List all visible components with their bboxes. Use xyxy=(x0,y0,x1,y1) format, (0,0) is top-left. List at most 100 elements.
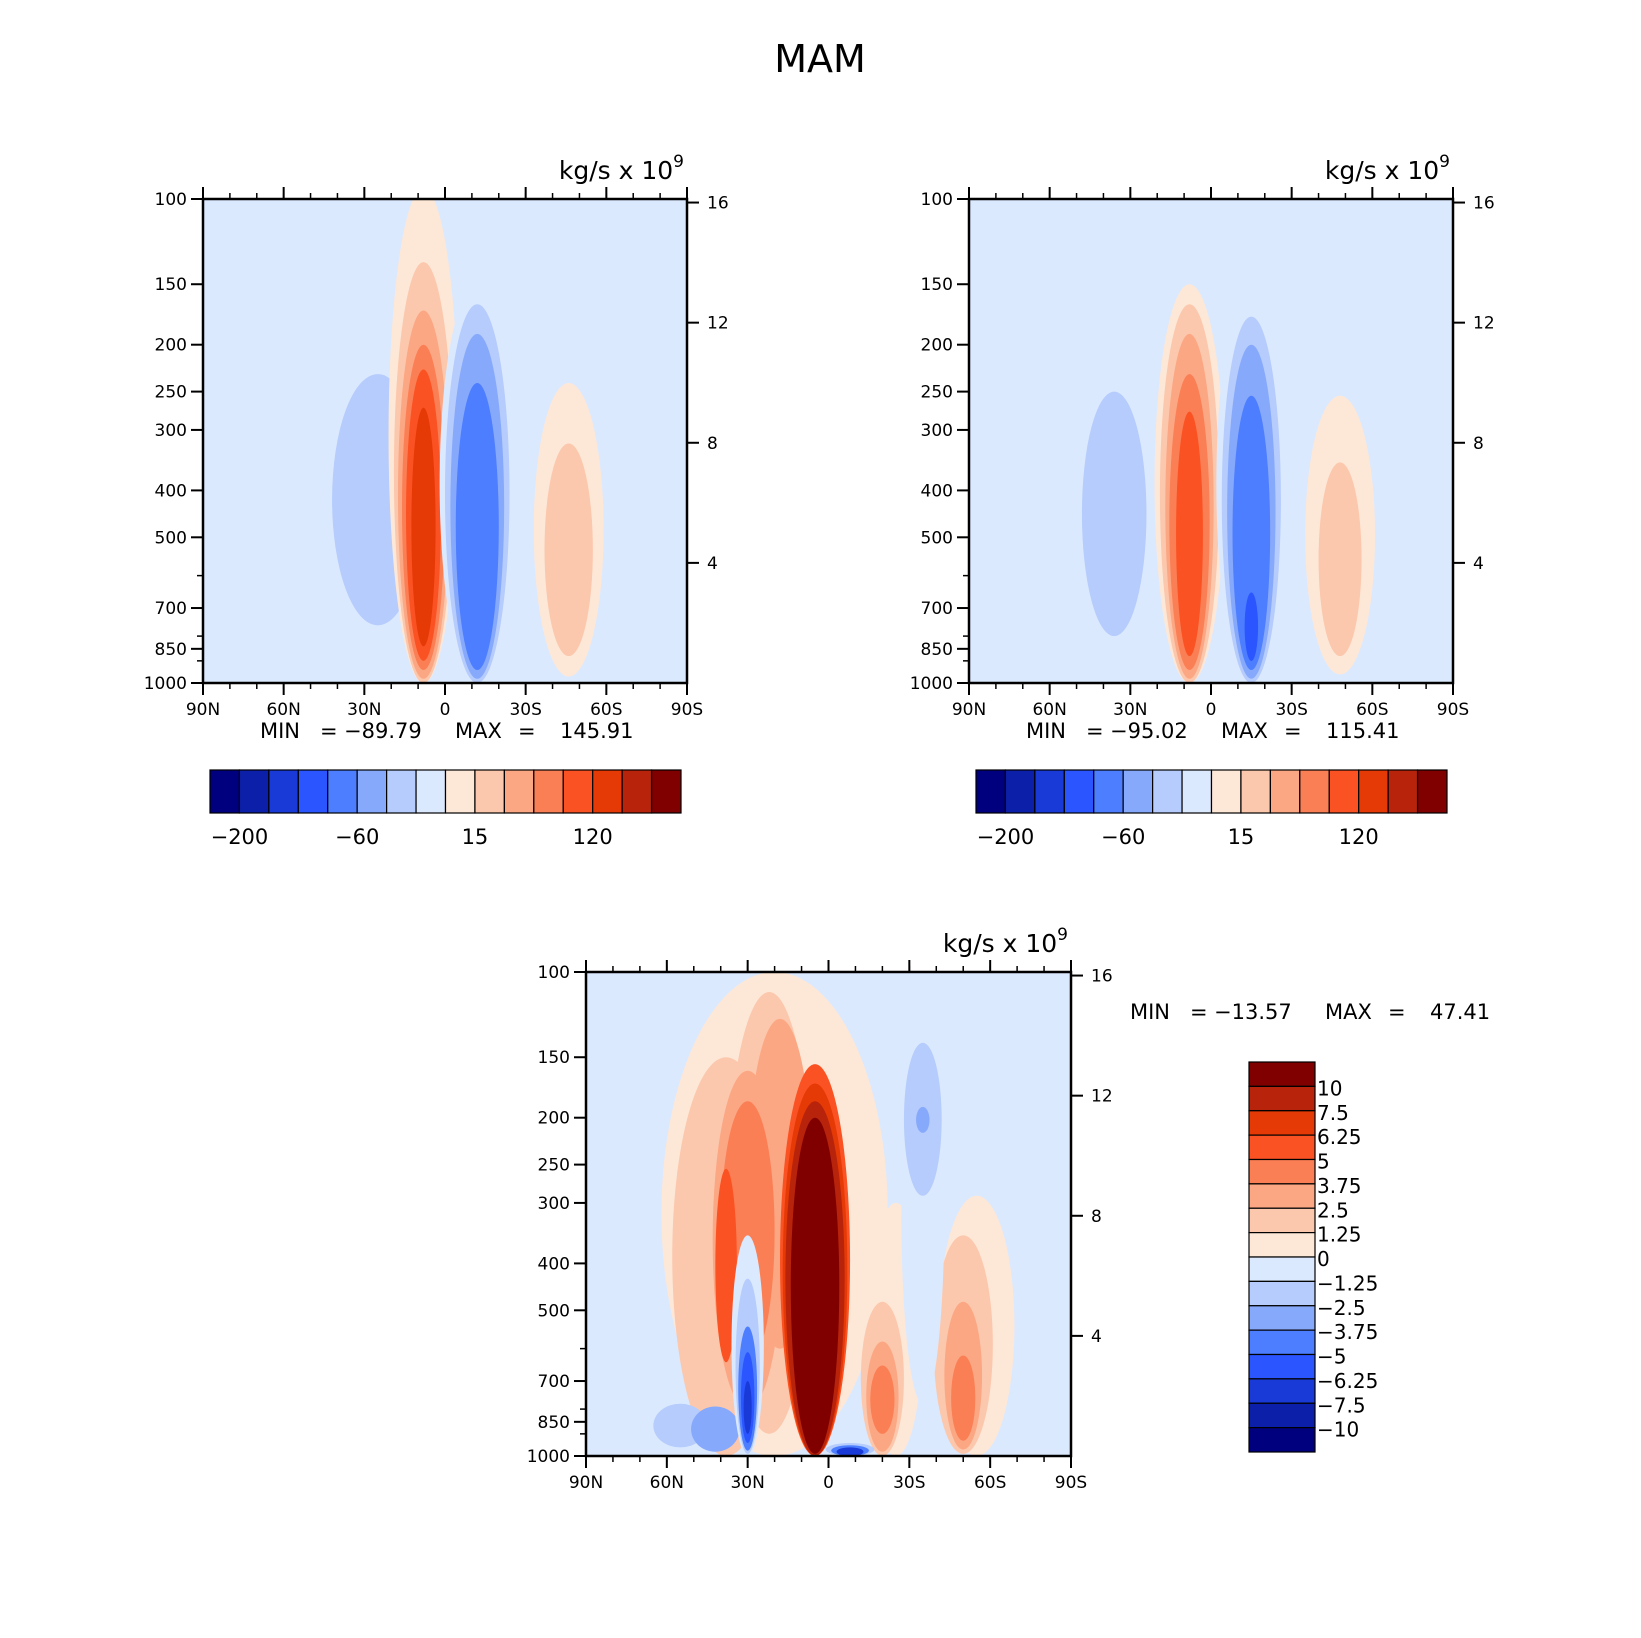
panel-right: kg/s x 109 90N 60N 30N 0 30S 60S 90S 100 150 200 25… xyxy=(910,152,1495,849)
colorbar: 107.56.2553.752.51.250−1.25−2.5−3.75−5−6… xyxy=(1248,1061,1378,1453)
y-right-tick-label: 12 xyxy=(1473,314,1495,334)
y-tick-label: 1000 xyxy=(527,1447,570,1467)
colorbar-label: −2.5 xyxy=(1317,1296,1366,1320)
y-tick-label: 250 xyxy=(155,383,187,403)
colorbar-box xyxy=(1034,769,1065,814)
x-tick-label: 60S xyxy=(590,700,622,720)
y-tick-label: 500 xyxy=(538,1301,570,1321)
contour-region xyxy=(1318,462,1362,657)
min-equals: = xyxy=(1086,719,1104,743)
colorbar-label: −200 xyxy=(211,825,269,849)
y-tick-label: 100 xyxy=(538,963,570,983)
x-tick-label: 0 xyxy=(440,700,451,720)
y-tick-label: 200 xyxy=(921,336,953,356)
colorbar-box xyxy=(1248,1061,1316,1087)
y-tick-label: 150 xyxy=(921,275,953,295)
y-tick-label: 400 xyxy=(921,481,953,501)
x-tick-label: 90S xyxy=(1055,1473,1087,1493)
contour-region xyxy=(411,407,436,647)
x-tick-label: 30N xyxy=(730,1473,764,1493)
units-base: kg/s x 10 xyxy=(1325,156,1439,185)
units-base: kg/s x 10 xyxy=(559,156,673,185)
x-tick-label: 60N xyxy=(1032,700,1066,720)
y-tick-label: 100 xyxy=(155,190,187,210)
colorbar-box xyxy=(1248,1183,1316,1209)
y-tick-label: 250 xyxy=(921,383,953,403)
x-tick-label: 60N xyxy=(650,1473,684,1493)
y-right-tick-label: 4 xyxy=(1091,1327,1102,1347)
colorbar: −200 −60 15 120 xyxy=(209,769,682,849)
contour-region xyxy=(544,443,593,657)
contour-region xyxy=(1361,199,1453,683)
min-label: MIN xyxy=(1026,719,1066,743)
colorbar-box xyxy=(1248,1110,1316,1136)
colorbar-box xyxy=(1122,769,1154,814)
contour-region xyxy=(1232,395,1271,670)
min-equals: = xyxy=(320,719,338,743)
contour-region xyxy=(870,1365,895,1434)
min-value: −95.02 xyxy=(1110,719,1188,743)
colorbar-box xyxy=(1248,1134,1316,1161)
x-tick-label: 90N xyxy=(569,1473,603,1493)
colorbar-label: 5 xyxy=(1317,1150,1330,1174)
y-tick-label: 400 xyxy=(538,1254,570,1274)
units-exponent: 9 xyxy=(1439,152,1450,172)
units-label: kg/s x 109 xyxy=(943,925,1068,958)
colorbar-box xyxy=(1248,1427,1316,1453)
colorbar-box xyxy=(1358,769,1389,814)
y-tick-label: 850 xyxy=(538,1413,570,1433)
min-value: −13.57 xyxy=(1214,1000,1292,1024)
contour-region xyxy=(790,1117,840,1454)
y-tick-label: 300 xyxy=(921,421,953,441)
units-base: kg/s x 10 xyxy=(943,929,1057,958)
y-right-tick-label: 4 xyxy=(707,554,718,574)
x-tick-label: 30N xyxy=(347,700,381,720)
colorbar-box xyxy=(533,769,564,814)
colorbar-box xyxy=(1387,769,1419,814)
colorbar-box xyxy=(1004,769,1036,814)
colorbar-label: −200 xyxy=(977,825,1035,849)
colorbar-label: 3.75 xyxy=(1317,1174,1362,1198)
contour-region xyxy=(1176,411,1203,657)
max-equals: = xyxy=(518,719,536,743)
colorbar-box xyxy=(297,769,329,814)
figure-title: MAM xyxy=(774,37,866,81)
y-tick-label: 700 xyxy=(155,599,187,619)
x-tick-label: 30S xyxy=(1275,700,1307,720)
min-equals: = xyxy=(1190,1000,1208,1024)
y-right-tick-label: 8 xyxy=(707,434,718,454)
colorbar-label: 120 xyxy=(573,825,613,849)
colorbar-label: 120 xyxy=(1339,825,1379,849)
colorbar-box xyxy=(975,769,1007,814)
contour-region xyxy=(203,304,376,683)
colorbar-box xyxy=(562,769,594,814)
y-tick-label: 400 xyxy=(155,481,187,501)
y-tick-label: 700 xyxy=(538,1372,570,1392)
colorbar-label: −10 xyxy=(1317,1418,1359,1442)
colorbar-label: 1.25 xyxy=(1317,1223,1362,1247)
colorbar-box xyxy=(1269,769,1301,814)
y-tick-label: 700 xyxy=(921,599,953,619)
y-right-tick-label: 8 xyxy=(1473,434,1484,454)
contour-region xyxy=(743,1381,752,1434)
y-right-tick-label: 16 xyxy=(1473,194,1495,214)
contour-region xyxy=(455,383,499,670)
colorbar-box xyxy=(1240,769,1271,814)
y-tick-label: 200 xyxy=(155,336,187,356)
colorbar-label: −7.5 xyxy=(1317,1393,1366,1417)
contour-region xyxy=(916,1106,930,1133)
contour-fills xyxy=(653,972,1015,1456)
colorbar-box xyxy=(1152,769,1183,814)
colorbar-box xyxy=(1248,1158,1316,1185)
colorbar-box xyxy=(327,769,358,814)
colorbar-box xyxy=(1248,1085,1316,1112)
y-tick-label: 1000 xyxy=(910,674,953,694)
colorbar-box xyxy=(503,769,535,814)
contour-fills xyxy=(969,199,1453,683)
max-value: 47.41 xyxy=(1430,1000,1490,1024)
colorbar-box xyxy=(444,769,476,814)
colorbar-box xyxy=(268,769,299,814)
colorbar-label: −3.75 xyxy=(1317,1320,1378,1344)
